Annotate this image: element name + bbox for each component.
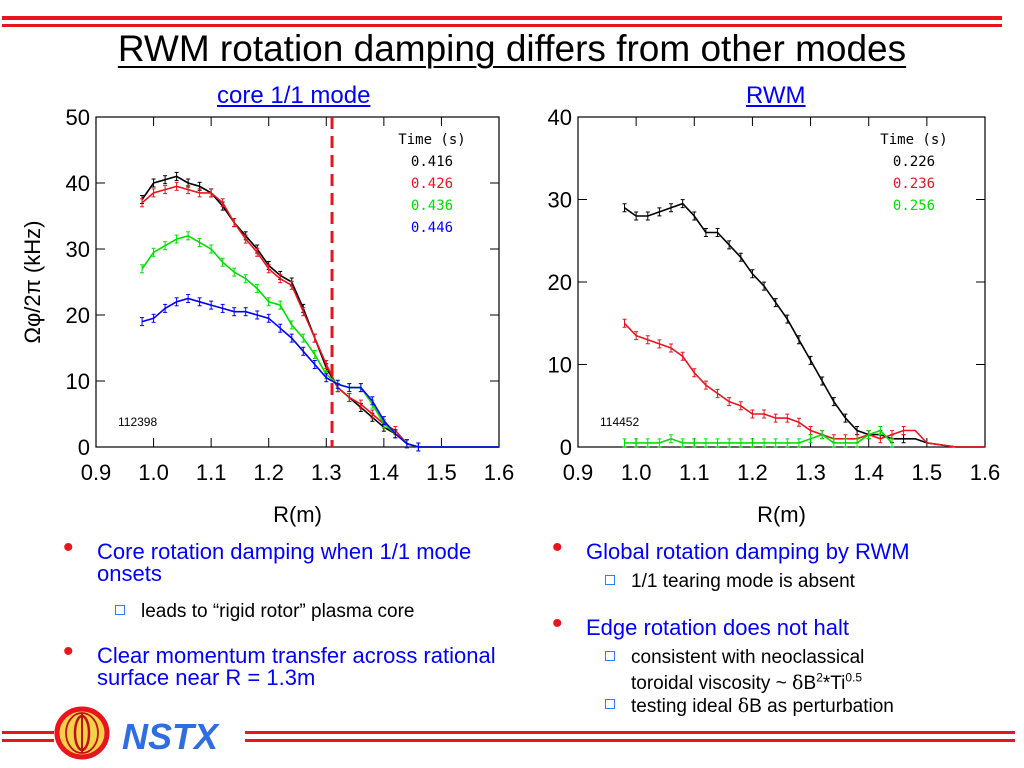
chart1-xtick-label: 1.1: [679, 460, 710, 485]
right-sub-bullet-2: consistent with neoclassical toroidal vi…: [605, 647, 1011, 695]
right-sub-bullet-2-line2: toroidal viscosity ~ δB2*Ti0.5: [631, 671, 863, 695]
chart0-ytick-label: 0: [78, 435, 90, 460]
chart1-xtick-label: 1.2: [737, 460, 768, 485]
chart1-annotation: 114452: [600, 415, 639, 429]
right-sub-bullet-3-text: testing ideal δB as perturbation: [631, 695, 894, 717]
chart1-series-1-line: [623, 322, 985, 448]
chart0-ytick-label: 50: [66, 105, 90, 130]
footer-rule-right: [245, 731, 1015, 734]
charts-svg: 0.9 1.0 1.1 1.2 1.3 1.4 1.5 1.6 0 10 20 30 40 50 R(m) Ω…: [20, 105, 1001, 527]
slide-title: RWM rotation damping differs from other …: [117, 28, 907, 69]
chart1-legend-entry: 0.236: [893, 176, 935, 192]
right-bullet-2-text: Edge rotation does not halt: [586, 615, 849, 640]
chart0-annotation: 112398: [118, 415, 157, 429]
right-bullet-1: • Global rotation damping by RWM: [552, 533, 1016, 564]
chart-left-title: core 1/1 mode: [217, 82, 371, 109]
chart0-xtick-label: 1.3: [311, 460, 342, 485]
nstx-logo-icon: [54, 706, 110, 760]
footer-rule-left-2: [2, 739, 54, 742]
chart0-plot-frame: [95, 116, 500, 448]
right-sub-bullet-1: 1/1 tearing mode is absent: [605, 571, 855, 592]
chart0-legend-entry: 0.436: [411, 198, 453, 214]
chart0-ytick-label: 10: [66, 369, 90, 394]
chart0-series-0-line: [141, 175, 499, 448]
footer-rule-right-2: [245, 739, 1015, 742]
square-bullet-icon: [115, 605, 125, 615]
chart0-ytick-label: 30: [66, 237, 90, 262]
chart1-legend-entry: 0.256: [893, 198, 935, 214]
chart0-ytick-label: 20: [66, 303, 90, 328]
chart0-legend-title: Time (s): [398, 132, 465, 148]
left-bullet-2-text: Clear momentum transfer across rational …: [97, 643, 496, 690]
chart1-ytick-label: 20: [548, 270, 572, 295]
chart0-xtick-label: 1.2: [253, 460, 284, 485]
chart1-xtick-label: 1.5: [912, 460, 943, 485]
chart0-series-1-line: [141, 185, 499, 448]
chart1-legend-entry: 0.226: [893, 154, 935, 170]
chart0-ylabel: Ωφ/2π (kHz): [20, 221, 45, 344]
chart1-xtick-label: 1.6: [970, 460, 1001, 485]
top-rule: [2, 16, 1002, 20]
chart0-series-3-line: [141, 297, 499, 448]
footer-rule-left: [2, 731, 54, 734]
nstx-wordmark: NSTX: [122, 716, 219, 757]
chart1-xtick-label: 1.0: [621, 460, 652, 485]
right-bullet-2: • Edge rotation does not halt: [552, 609, 1016, 640]
square-bullet-icon: [605, 699, 615, 709]
chart1-ytick-label: 30: [548, 188, 572, 213]
right-sub-bullet-1-text: 1/1 tearing mode is absent: [631, 571, 855, 592]
left-sub-bullet-1: leads to “rigid rotor” plasma core: [115, 601, 415, 622]
right-sub-bullet-2-line1: consistent with neoclassical: [631, 647, 865, 668]
left-bullet-1: • Core rotation damping when 1/1 mode on…: [63, 533, 527, 586]
chart0-series-2-line: [141, 234, 499, 448]
chart0-xtick-label: 0.9: [81, 460, 112, 485]
chart0-xtick-label: 1.4: [369, 460, 400, 485]
chart-right-title: RWM: [746, 82, 806, 109]
chart1-xtick-label: 0.9: [563, 460, 594, 485]
chart1-series-2-line: [624, 429, 893, 444]
bullet-dot-icon: •: [552, 531, 563, 564]
chart1-xlabel: R(m): [757, 502, 806, 527]
chart0-xtick-label: 1.1: [196, 460, 227, 485]
left-sub-bullet-1-text: leads to “rigid rotor” plasma core: [141, 601, 415, 622]
bullet-dot-icon: •: [63, 635, 74, 668]
top-rule-second: [2, 24, 1002, 27]
chart0-legend-entry: 0.446: [411, 220, 453, 236]
chart1-ytick-label: 40: [548, 105, 572, 130]
chart0-xtick-label: 1.5: [426, 460, 457, 485]
chart0-xlabel: R(m): [273, 502, 322, 527]
chart1-series-0-line: [624, 202, 985, 448]
chart1-ytick-label: 0: [560, 435, 572, 460]
chart0-xtick-label: 1.6: [484, 460, 515, 485]
bullet-dot-icon: •: [552, 607, 563, 640]
chart1-ytick-label: 10: [548, 353, 572, 378]
chart1-xtick-label: 1.3: [795, 460, 826, 485]
square-bullet-icon: [605, 575, 615, 585]
right-bullet-1-text: Global rotation damping by RWM: [586, 539, 910, 564]
chart0-legend-entry: 0.426: [411, 176, 453, 192]
chart1-legend-title: Time (s): [880, 132, 947, 148]
right-sub-bullet-3: testing ideal δB as perturbation: [605, 695, 894, 717]
chart0-legend-entry: 0.416: [411, 154, 453, 170]
left-bullet-2: • Clear momentum transfer across rationa…: [63, 637, 527, 690]
chart0-xtick-label: 1.0: [138, 460, 169, 485]
chart0-ytick-label: 40: [66, 171, 90, 196]
left-bullet-1-text: Core rotation damping when 1/1 mode onse…: [97, 539, 472, 586]
bullet-dot-icon: •: [63, 531, 74, 564]
chart1-xtick-label: 1.4: [853, 460, 884, 485]
square-bullet-icon: [605, 651, 615, 661]
